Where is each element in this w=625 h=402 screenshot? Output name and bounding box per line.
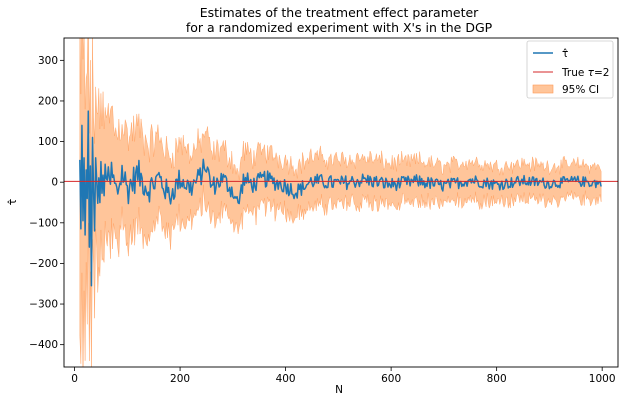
x-tick-label: 0 bbox=[71, 373, 78, 385]
plot-area bbox=[64, 38, 618, 367]
plot-frame bbox=[63, 37, 619, 368]
x-axis-label: N bbox=[335, 384, 343, 396]
x-tick-label: 1000 bbox=[589, 373, 616, 385]
y-tick-label: 100 bbox=[38, 136, 58, 148]
legend-ci-label: 95% CI bbox=[562, 84, 599, 96]
x-tick-label: 800 bbox=[487, 373, 507, 385]
x-axis: 0 200 400 600 800 1000 bbox=[71, 367, 616, 385]
y-tick-label: 0 bbox=[51, 177, 58, 189]
legend-ci-swatch bbox=[532, 84, 554, 94]
y-tick-label: −400 bbox=[29, 339, 58, 351]
x-tick-label: 600 bbox=[381, 373, 401, 385]
ci-band bbox=[79, 38, 602, 367]
legend-estimate-label: τ̂ bbox=[562, 48, 568, 60]
y-axis: −400 −300 −200 −100 0 100 200 300 bbox=[29, 55, 64, 351]
legend-true-suffix: =2 bbox=[594, 67, 609, 79]
legend-box bbox=[526, 40, 614, 99]
y-tick-label: −100 bbox=[29, 217, 58, 229]
legend-true-label: True τ=2 bbox=[561, 67, 609, 79]
chart-title-line-2: for a randomized experiment with X's in … bbox=[186, 20, 493, 35]
y-tick-label: 200 bbox=[38, 95, 58, 107]
x-tick-label: 400 bbox=[276, 373, 296, 385]
chart-title-line-1: Estimates of the treatment effect parame… bbox=[200, 5, 479, 20]
legend-true-prefix: True bbox=[561, 67, 588, 79]
x-tick-label: 200 bbox=[170, 373, 190, 385]
y-axis-label: τ̂ bbox=[6, 198, 19, 205]
y-tick-label: −200 bbox=[29, 258, 58, 270]
y-tick-label: −300 bbox=[29, 299, 58, 311]
estimate-line bbox=[79, 110, 602, 287]
legend-true-tau: τ bbox=[588, 67, 595, 79]
legend: τ̂ True τ=2 95% CI bbox=[526, 40, 614, 99]
y-tick-label: 300 bbox=[38, 55, 58, 67]
